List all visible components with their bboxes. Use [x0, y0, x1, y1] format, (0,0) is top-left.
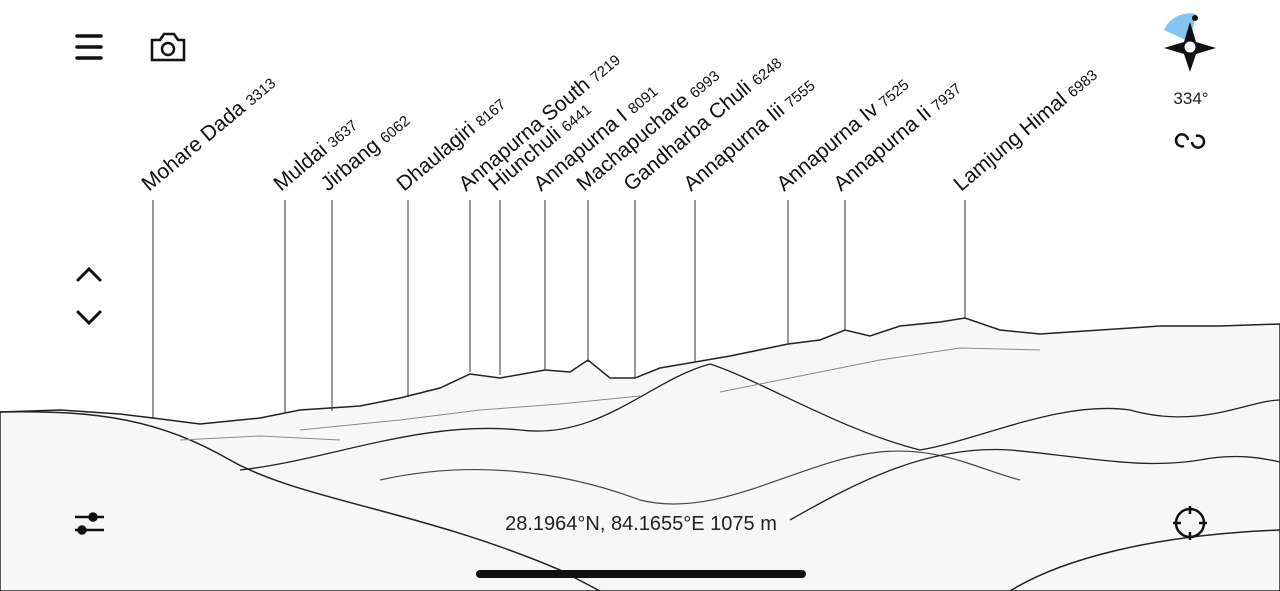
terrain — [0, 317, 1280, 591]
peak-elevation: 7219 — [587, 52, 623, 86]
peak-name: Jirbang — [316, 134, 384, 196]
compass[interactable]: 334° — [1164, 13, 1216, 108]
peak-elevation: 3313 — [243, 75, 279, 109]
peak-name: Mohare Dada — [137, 96, 250, 196]
link-button[interactable] — [1174, 133, 1206, 149]
tilt-up-button[interactable] — [76, 266, 102, 282]
peak-elevation: 6983 — [1065, 67, 1101, 101]
settings-button[interactable] — [75, 512, 104, 535]
peak-name: Muldai — [269, 138, 331, 195]
peak-elevation: 6248 — [749, 55, 785, 89]
tilt-down-button[interactable] — [76, 310, 102, 326]
peak-elevation: 6062 — [377, 112, 413, 146]
peak-elevation: 7555 — [782, 77, 818, 111]
peak-label: Lamjung Himal6983 — [949, 63, 1101, 196]
peak-elevation: 7937 — [928, 80, 964, 114]
peak-elevation: 7525 — [876, 76, 912, 110]
heading: 334° — [1173, 89, 1208, 108]
home-indicator — [476, 570, 806, 578]
locate-button[interactable] — [1173, 506, 1207, 540]
peak-elevation: 8167 — [473, 96, 509, 130]
peak-label: Mohare Dada3313 — [137, 71, 279, 196]
peak-name: Lamjung Himal — [949, 88, 1071, 196]
menu-button[interactable] — [75, 34, 103, 60]
coordinates: 28.1964°N, 84.1655°E 1075 m — [505, 513, 777, 535]
camera-button[interactable] — [150, 32, 186, 62]
